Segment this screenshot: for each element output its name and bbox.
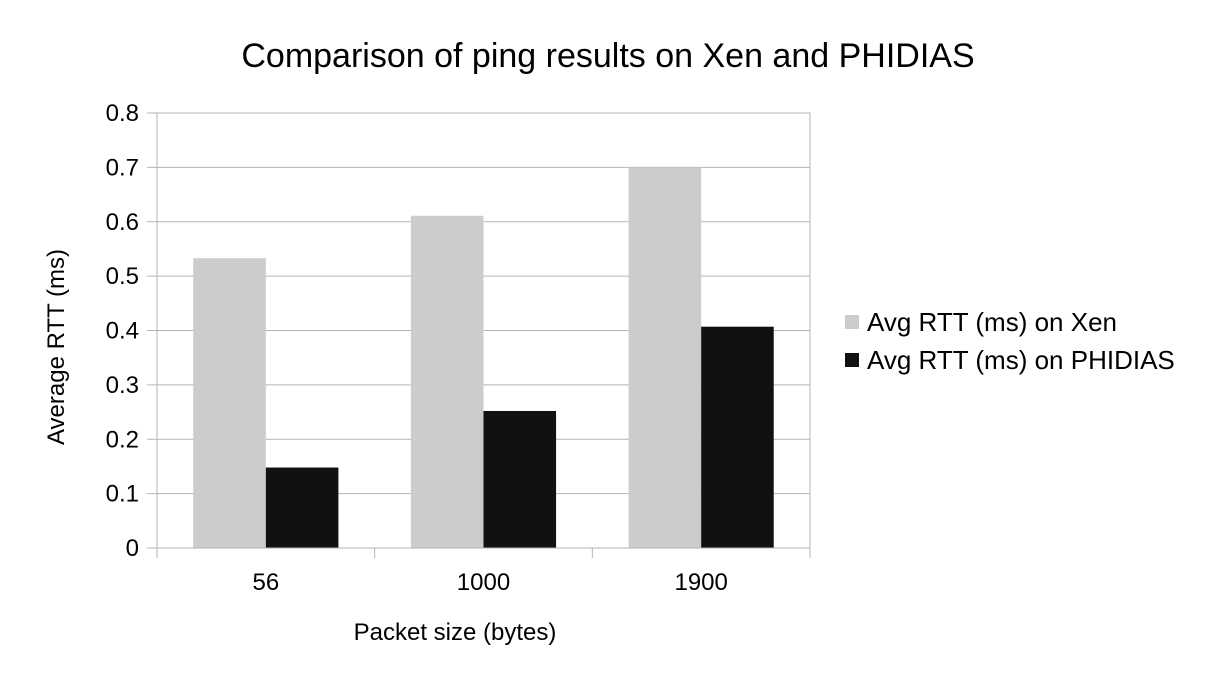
bars (193, 167, 774, 549)
y-tick-label: 0.2 (106, 426, 139, 453)
y-tick-label: 0.1 (106, 481, 139, 508)
bar (628, 167, 702, 548)
legend-label: Avg RTT (ms) on Xen (867, 307, 1117, 337)
legend-label: Avg RTT (ms) on PHIDIAS (867, 345, 1175, 375)
x-axis-label: Packet size (bytes) (354, 619, 557, 646)
y-tick-label: 0.7 (106, 154, 139, 181)
y-tick-label: 0.5 (106, 263, 139, 290)
bar (483, 410, 557, 548)
axes: 0 0.1 0.2 0.3 0.4 0.5 0.6 0.7 0.8 56 1000 1900 (106, 100, 811, 596)
y-tick-label: 0.8 (106, 100, 139, 127)
plot-frame (156, 112, 811, 549)
legend-swatch (845, 353, 859, 367)
legend: Avg RTT (ms) on Xen Avg RTT (ms) on PHIDI… (845, 307, 1175, 375)
y-tick-label: 0.4 (106, 318, 139, 345)
x-tick-label: 1000 (457, 569, 510, 596)
y-tick-label: 0.3 (106, 372, 139, 399)
bar (265, 467, 339, 548)
y-axis-label: Average RTT (ms) (43, 249, 70, 445)
bar (701, 326, 774, 548)
y-tick-label: 0.6 (106, 209, 139, 236)
chart-title: Comparison of ping results on Xen and PH… (241, 37, 974, 75)
x-tick-label: 1900 (674, 569, 727, 596)
bar (410, 215, 484, 549)
y-tick-label: 0 (126, 535, 139, 562)
bar (193, 258, 266, 548)
legend-swatch (845, 315, 859, 329)
x-tick-label: 56 (252, 569, 279, 596)
